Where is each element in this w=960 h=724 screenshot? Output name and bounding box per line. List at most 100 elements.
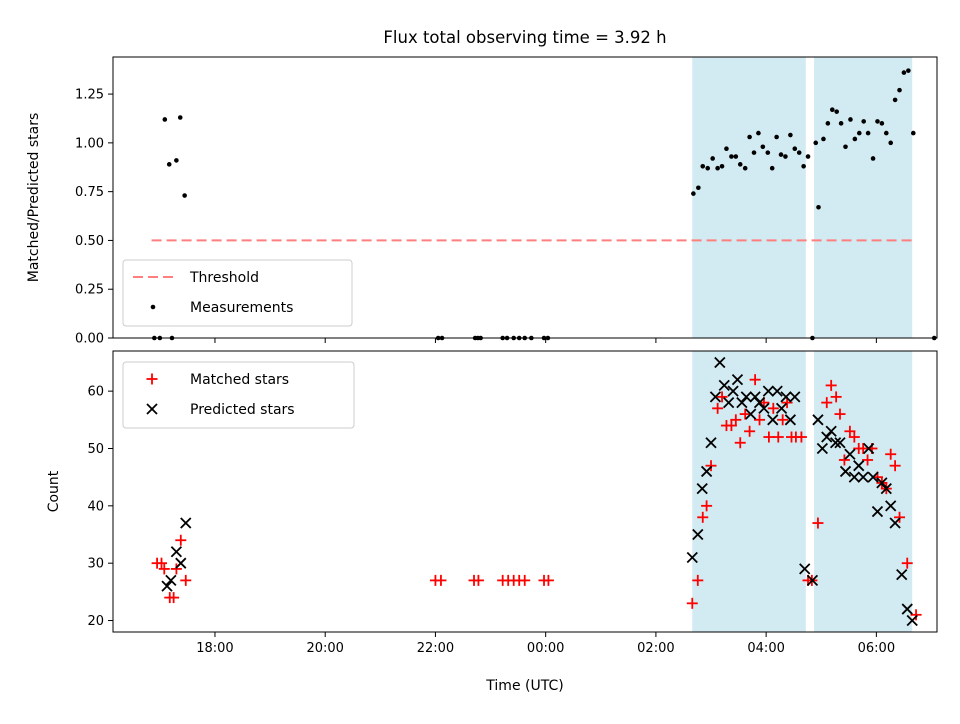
measurement-point	[177, 115, 183, 120]
measurement-point	[821, 136, 826, 142]
count-panel: 20 30 40 50 60 18:00 20:00 22:00 00:00 02:00 04:0…	[46, 350, 938, 694]
measurement-point	[724, 146, 729, 152]
legend-predicted-label: Predicted stars	[190, 402, 295, 418]
bottom-y-tick-label: 40	[87, 499, 104, 514]
predicted-star-point	[718, 379, 730, 392]
matched-star-point	[795, 431, 807, 443]
measurement-point	[829, 107, 835, 112]
top-shaded-interval	[814, 57, 913, 338]
matched-star-point	[821, 397, 833, 409]
measurement-point	[760, 144, 766, 150]
measurement-point	[870, 156, 876, 161]
matched-star-point	[158, 563, 170, 575]
predicted-star-points	[161, 356, 918, 627]
predicted-star-point	[867, 471, 879, 483]
measurement-point	[843, 144, 848, 150]
measurement-point	[182, 193, 187, 198]
measurement-point	[747, 134, 752, 140]
predicted-star-point	[696, 482, 708, 495]
matched-star-point	[716, 391, 728, 403]
bottom-shaded-interval	[814, 351, 913, 632]
bottom-legend: Matched stars Predicted stars	[122, 361, 355, 429]
predicted-star-point	[857, 471, 869, 483]
bottom-y-ticks: 20 30 40 50 60	[87, 385, 113, 629]
top-y-tick-label: 0.50	[75, 234, 104, 249]
predicted-star-point	[762, 385, 774, 397]
measurement-point	[769, 165, 775, 171]
predicted-star-point	[705, 437, 717, 449]
matched-star-point	[830, 391, 842, 403]
top-x-ticks	[214, 338, 877, 343]
matched-star-point	[519, 574, 531, 586]
predicted-star-point	[714, 356, 726, 369]
measurement-point	[765, 150, 771, 155]
measurement-point	[696, 185, 701, 191]
matched-star-point	[730, 414, 742, 426]
top-y-tick-label: 0.00	[75, 332, 104, 347]
predicted-star-point	[901, 603, 913, 615]
measurement-point	[715, 165, 720, 171]
measurement-point	[897, 87, 902, 93]
matched-star-point	[885, 448, 897, 460]
predicted-star-point	[834, 437, 846, 449]
matched-star-point	[844, 425, 856, 437]
top-y-tick-label: 1.00	[75, 136, 104, 151]
measurement-point	[848, 117, 853, 122]
predicted-star-point	[789, 391, 801, 403]
x-axis-label: Time (UTC)	[485, 678, 563, 694]
measurement-point	[875, 119, 880, 124]
predicted-star-point	[906, 614, 918, 627]
bottom-axes-frame	[112, 350, 938, 633]
bottom-x-tick-label: 22:00	[417, 641, 454, 656]
top-y-tick-label: 1.25	[75, 88, 104, 103]
predicted-star-point	[896, 569, 908, 581]
matched-star-point	[725, 420, 737, 432]
matched-star-point	[838, 454, 850, 466]
matched-star-point	[156, 557, 168, 569]
predicted-star-point	[853, 460, 865, 472]
bottom-x-tick-label: 00:00	[527, 641, 564, 656]
bottom-y-tick-label: 20	[87, 614, 104, 629]
predicted-star-point	[885, 500, 897, 512]
predicted-star-point	[736, 396, 748, 409]
measurement-point	[700, 163, 706, 169]
measurement-point	[834, 109, 839, 114]
measurement-point	[805, 154, 811, 159]
matched-star-point	[472, 574, 484, 586]
measurement-point	[888, 140, 894, 146]
predicted-star-point	[692, 528, 704, 541]
measurement-point	[729, 154, 734, 159]
measurement-point	[883, 130, 889, 136]
measurement-point	[719, 163, 725, 169]
measurement-point	[813, 140, 819, 146]
predicted-star-point	[871, 505, 884, 518]
measurement-point	[756, 130, 761, 136]
matched-star-point	[894, 511, 906, 523]
legend-matched-label: Matched stars	[190, 372, 289, 388]
bottom-x-tick-label: 06:00	[858, 641, 895, 656]
predicted-star-point	[839, 465, 852, 478]
measurement-point	[910, 130, 916, 136]
predicted-star-point	[180, 517, 192, 529]
matched-star-point	[749, 374, 761, 386]
predicted-star-point	[806, 574, 819, 587]
predicted-star-point	[829, 437, 842, 449]
bottom-y-tick-label: 50	[87, 442, 104, 457]
measurement-point	[801, 163, 806, 169]
measurement-point	[792, 146, 798, 152]
chart-title: Flux total observing time = 3.92 h	[383, 28, 666, 47]
matched-star-point	[901, 557, 913, 569]
matched-star-point	[862, 454, 874, 466]
measurement-point	[852, 136, 858, 142]
predicted-star-point	[780, 391, 792, 403]
matched-star-point	[168, 592, 180, 604]
measurement-point	[742, 165, 748, 171]
matched-star-point	[825, 379, 837, 391]
legend-predicted-swatch	[146, 403, 158, 415]
matched-star-point	[848, 431, 860, 443]
top-y-axis-label: Matched/Predicted stars	[26, 113, 42, 283]
legend-matched-swatch	[146, 373, 158, 385]
measurement-point	[906, 68, 911, 73]
predicted-star-point	[161, 580, 173, 592]
